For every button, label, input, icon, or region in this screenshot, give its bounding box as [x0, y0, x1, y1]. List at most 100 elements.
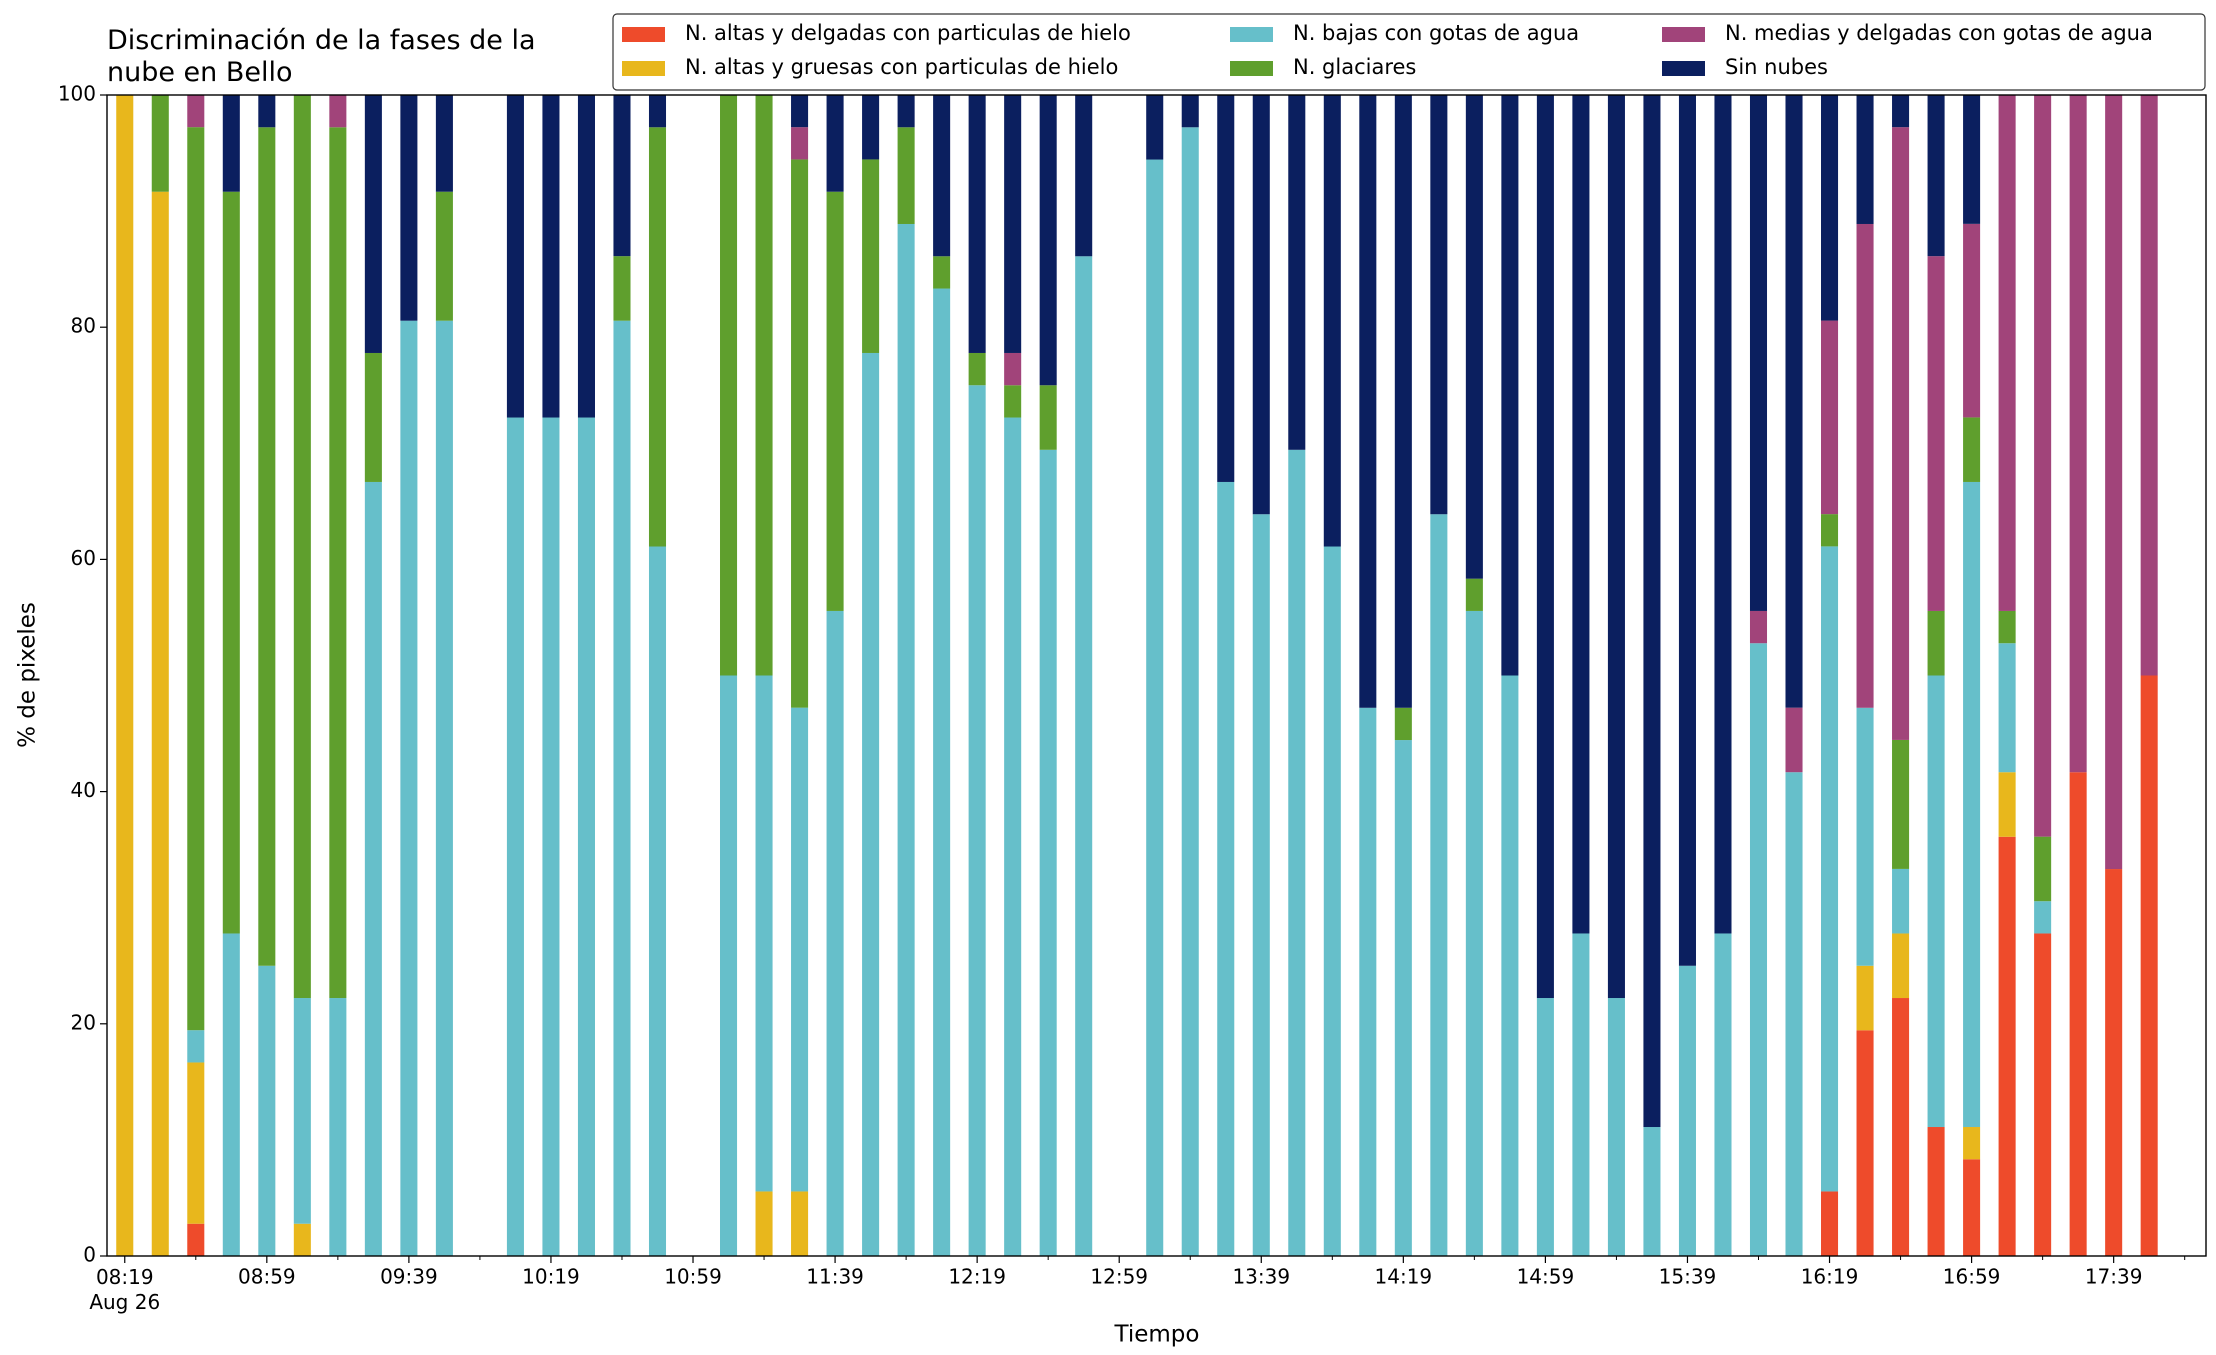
bar-segment [1217, 481, 1235, 1256]
bar-segment [1536, 95, 1554, 999]
bar-segment [1963, 481, 1981, 1128]
legend-label: N. medias y delgadas con gotas de agua [1725, 21, 2153, 45]
bar-segment [1749, 643, 1768, 1256]
bar-segment [577, 95, 595, 418]
bar-segment [1927, 256, 1945, 611]
bar-segment [1963, 1127, 1981, 1160]
bar-segment [1998, 610, 2016, 644]
bar-segment [1892, 94, 1910, 128]
bar-segment [1181, 95, 1199, 128]
bar-segment [542, 417, 560, 1257]
bar-segment [933, 288, 951, 1256]
bar-segment [222, 191, 240, 934]
bar-segment [1004, 95, 1022, 353]
bar-segment [1998, 643, 2016, 773]
bar-segment [1856, 1030, 1874, 1256]
x-tick-label: 13:39 [1232, 1265, 1290, 1289]
bar-segment [293, 998, 311, 1224]
bar-segment [187, 1223, 205, 1256]
y-tick-label: 80 [71, 314, 96, 338]
bar-segment [613, 256, 631, 321]
bar-segment [1856, 707, 1874, 966]
bar-segment [826, 95, 844, 192]
bar-segment [862, 94, 880, 160]
bar-segment [648, 546, 667, 1256]
bar-segment [1714, 933, 1732, 1256]
x-tick-label: 14:59 [1517, 1265, 1575, 1289]
y-tick-label: 60 [71, 546, 96, 570]
bar-segment [1998, 95, 2016, 611]
bar-segment [1323, 546, 1341, 1256]
bar-segment [933, 95, 951, 257]
bar-segment [755, 675, 773, 1192]
bar-segment [1252, 514, 1270, 1256]
bar-segment [720, 95, 738, 676]
bar-segment [1607, 998, 1625, 1256]
bar-segment [1075, 256, 1093, 1256]
y-tick-label: 40 [71, 778, 96, 802]
bar-segment [1892, 127, 1910, 740]
bar-segment [755, 95, 773, 676]
bar-segment [897, 127, 915, 224]
bar-segment [222, 95, 240, 192]
bar-segment [2140, 675, 2158, 1256]
bar-segment [1998, 836, 2016, 1256]
bar-segment [1963, 417, 1981, 482]
bar-segment [897, 223, 915, 1257]
bar-segment [116, 95, 134, 1256]
bar-segment [1927, 675, 1945, 1128]
bar-segment [1039, 449, 1057, 1256]
x-tick-label: 15:39 [1659, 1265, 1717, 1289]
bar-segment [1146, 159, 1164, 1256]
chart-title: Discriminación de la fases de la nube en … [107, 25, 536, 88]
bar-segment [1288, 95, 1306, 450]
bar-segment [720, 675, 738, 1256]
bar-segment [791, 127, 809, 160]
x-tick-label: 10:59 [664, 1265, 722, 1289]
bar-segment [151, 191, 169, 1256]
bar-segment [1430, 95, 1448, 515]
y-tick-label: 20 [71, 1010, 96, 1034]
bar-segment [364, 95, 382, 353]
bar-segment [791, 1191, 809, 1256]
legend-label: N. bajas con gotas de agua [1293, 21, 1579, 45]
bar-segment [293, 95, 311, 999]
bar-segment [1963, 223, 1981, 418]
bar-segment [1607, 95, 1625, 999]
bar-segment [1359, 95, 1377, 708]
bar-segment [791, 159, 809, 708]
bar-segment [862, 352, 880, 1256]
bar-segment [258, 127, 276, 966]
bar-segment [2105, 869, 2123, 1256]
bar-segment [1394, 740, 1412, 1256]
x-tick-label: 09:39 [380, 1265, 438, 1289]
legend-label: N. altas y delgadas con particulas de hi… [685, 21, 1131, 45]
bar-segment [648, 127, 667, 547]
bar-segment [1821, 514, 1839, 547]
bar-segment [2140, 95, 2158, 676]
bar-segment [968, 95, 986, 353]
bar-segment [329, 95, 347, 128]
bar-segment [648, 95, 667, 128]
y-axis-label: % de pixeles [15, 602, 41, 748]
bar-segment [1749, 610, 1768, 644]
bar-segment [1465, 94, 1483, 579]
bar-segment [258, 95, 276, 128]
x-tick-label: 16:19 [1801, 1265, 1859, 1289]
bar-segment [364, 352, 382, 482]
x-tick-label: 16:59 [1943, 1265, 2001, 1289]
bar-segment [435, 191, 453, 321]
bar-segment [1004, 385, 1022, 418]
bar-segment [1678, 95, 1696, 966]
bar-segment [1963, 94, 1981, 224]
bar-segment [1181, 127, 1199, 1257]
legend-label: N. glaciares [1293, 55, 1416, 79]
bar-segment [613, 94, 631, 257]
x-tick-label: 08:19 Aug 26 [89, 1265, 160, 1314]
bar-segment [1785, 707, 1803, 773]
bar-segment [897, 95, 915, 128]
bar-segment [826, 610, 844, 1256]
bar-segment [2034, 933, 2052, 1256]
x-tick-label: 14:19 [1375, 1265, 1433, 1289]
bar-segment [293, 1223, 311, 1256]
